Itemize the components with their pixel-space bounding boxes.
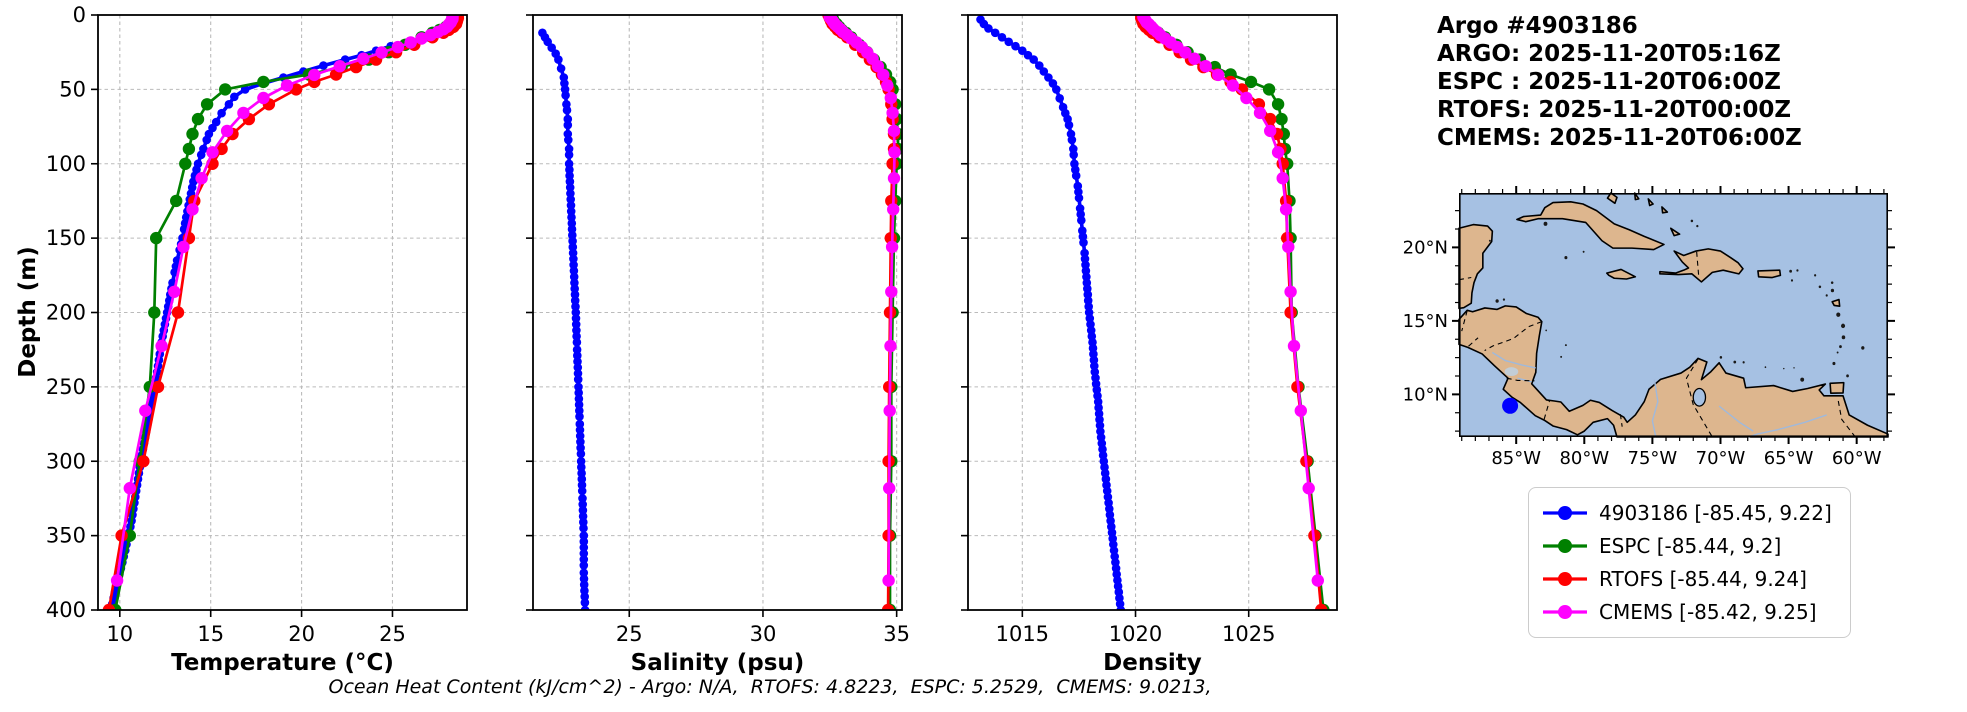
location-map: 85°W 80°W 75°W 70°W 65°W 60°W 20°N 15°N 10°N <box>1403 193 1888 469</box>
svg-text:15: 15 <box>197 622 224 646</box>
map-lon-tick-label: 65°W <box>1764 448 1814 469</box>
map-landmasses <box>1459 193 1888 437</box>
legend-marker-icon <box>1543 539 1587 553</box>
map-lon-tick-label: 70°W <box>1696 448 1746 469</box>
gridlines <box>533 15 902 610</box>
legend-label: CMEMS [-85.42, 9.25] <box>1599 600 1817 624</box>
svg-text:Temperature (°C): Temperature (°C) <box>171 650 394 676</box>
svg-text:10: 10 <box>106 622 133 646</box>
salinity-profile-chart: 25 30 35 Salinity (psu) <box>526 14 910 676</box>
legend-marker-icon <box>1543 506 1587 520</box>
svg-text:35: 35 <box>883 622 910 646</box>
svg-text:25: 25 <box>616 622 643 646</box>
svg-text:100: 100 <box>46 152 86 176</box>
svg-text:1025: 1025 <box>1222 622 1275 646</box>
svg-text:0: 0 <box>73 3 86 27</box>
svg-text:250: 250 <box>46 375 86 399</box>
series-cmems <box>110 15 459 587</box>
axis-ticks <box>91 14 394 617</box>
svg-text:1015: 1015 <box>996 622 1049 646</box>
axis-tick-labels: 25 30 35 Salinity (psu) <box>616 622 910 676</box>
map-lon-tick-label: 60°W <box>1832 448 1882 469</box>
legend-marker-icon <box>1543 605 1587 619</box>
legend-item: 4903186 [-85.45, 9.22] <box>1541 501 1832 525</box>
svg-text:25: 25 <box>379 622 406 646</box>
svg-text:Salinity (psu): Salinity (psu) <box>631 650 805 676</box>
svg-text:Density: Density <box>1103 650 1202 676</box>
map-frame <box>1459 193 1888 437</box>
figure-header: Argo #4903186 ARGO: 2025-11-20T05:16Z ES… <box>1437 12 1802 152</box>
map-lat-tick-label: 15°N <box>1403 311 1448 332</box>
density-profile-chart: 1015 1020 1025 Density <box>961 14 1338 676</box>
series-4903186 <box>538 28 590 610</box>
svg-text:350: 350 <box>46 524 86 548</box>
axis-tick-labels: 10 15 20 25050100150200250300350400Temperat… <box>46 3 406 676</box>
argo-timestamp: ARGO: 2025-11-20T05:16Z <box>1437 41 1781 67</box>
legend-item: CMEMS [-85.42, 9.25] <box>1541 600 1832 624</box>
map-lat-tick-label: 10°N <box>1403 384 1448 405</box>
svg-text:20: 20 <box>288 622 315 646</box>
svg-text:200: 200 <box>46 301 86 325</box>
legend-item: ESPC [-85.44, 9.2] <box>1541 534 1832 558</box>
svg-text:30: 30 <box>750 622 777 646</box>
axis-tick-labels: 1015 1020 1025 Density <box>996 622 1276 676</box>
axis-ticks <box>961 14 1250 617</box>
map-lon-tick-label: 75°W <box>1628 448 1678 469</box>
depth-axis-label: Depth (m) <box>15 246 41 378</box>
map-ticks: 85°W 80°W 75°W 70°W 65°W 60°W 20°N 15°N 10°N <box>1403 186 1895 469</box>
float-id-title: Argo #4903186 <box>1437 13 1638 39</box>
gridlines <box>968 15 1337 610</box>
ohc-caption: Ocean Heat Content (kJ/cm^2) - Argo: N/A… <box>328 676 1212 698</box>
lake-maracaibo <box>1693 388 1705 406</box>
map-lat-tick-label: 20°N <box>1403 237 1448 258</box>
series-4903186 <box>976 15 1126 610</box>
lake-nicaragua <box>1504 367 1519 377</box>
svg-text:50: 50 <box>59 77 86 101</box>
legend-marker-icon <box>1543 572 1587 586</box>
gridlines <box>98 15 467 610</box>
svg-text:400: 400 <box>46 598 86 622</box>
series-cmems <box>1137 15 1324 587</box>
svg-text:150: 150 <box>46 226 86 250</box>
svg-text:1020: 1020 <box>1109 622 1162 646</box>
float-position-marker <box>1502 397 1519 414</box>
legend-label: ESPC [-85.44, 9.2] <box>1599 534 1782 558</box>
series-cmems <box>823 15 901 587</box>
map-lon-tick-label: 85°W <box>1491 448 1541 469</box>
rtofs-timestamp: RTOFS: 2025-11-20T00:00Z <box>1437 97 1792 123</box>
axis-ticks <box>526 14 898 617</box>
temperature-profile-chart: 10 15 20 25050100150200250300350400Temperat… <box>46 3 468 676</box>
map-lon-tick-label: 80°W <box>1559 448 1609 469</box>
legend-label: RTOFS [-85.44, 9.24] <box>1599 567 1807 591</box>
legend-label: 4903186 [-85.45, 9.22] <box>1599 501 1832 525</box>
legend: 4903186 [-85.45, 9.22] ESPC [-85.44, 9.2]… <box>1528 487 1851 638</box>
legend-item: RTOFS [-85.44, 9.24] <box>1541 567 1832 591</box>
cmems-timestamp: CMEMS: 2025-11-20T06:00Z <box>1437 125 1802 151</box>
svg-text:300: 300 <box>46 449 86 473</box>
small-islands <box>1488 219 1865 382</box>
espc-timestamp: ESPC : 2025-11-20T06:00Z <box>1437 69 1781 95</box>
